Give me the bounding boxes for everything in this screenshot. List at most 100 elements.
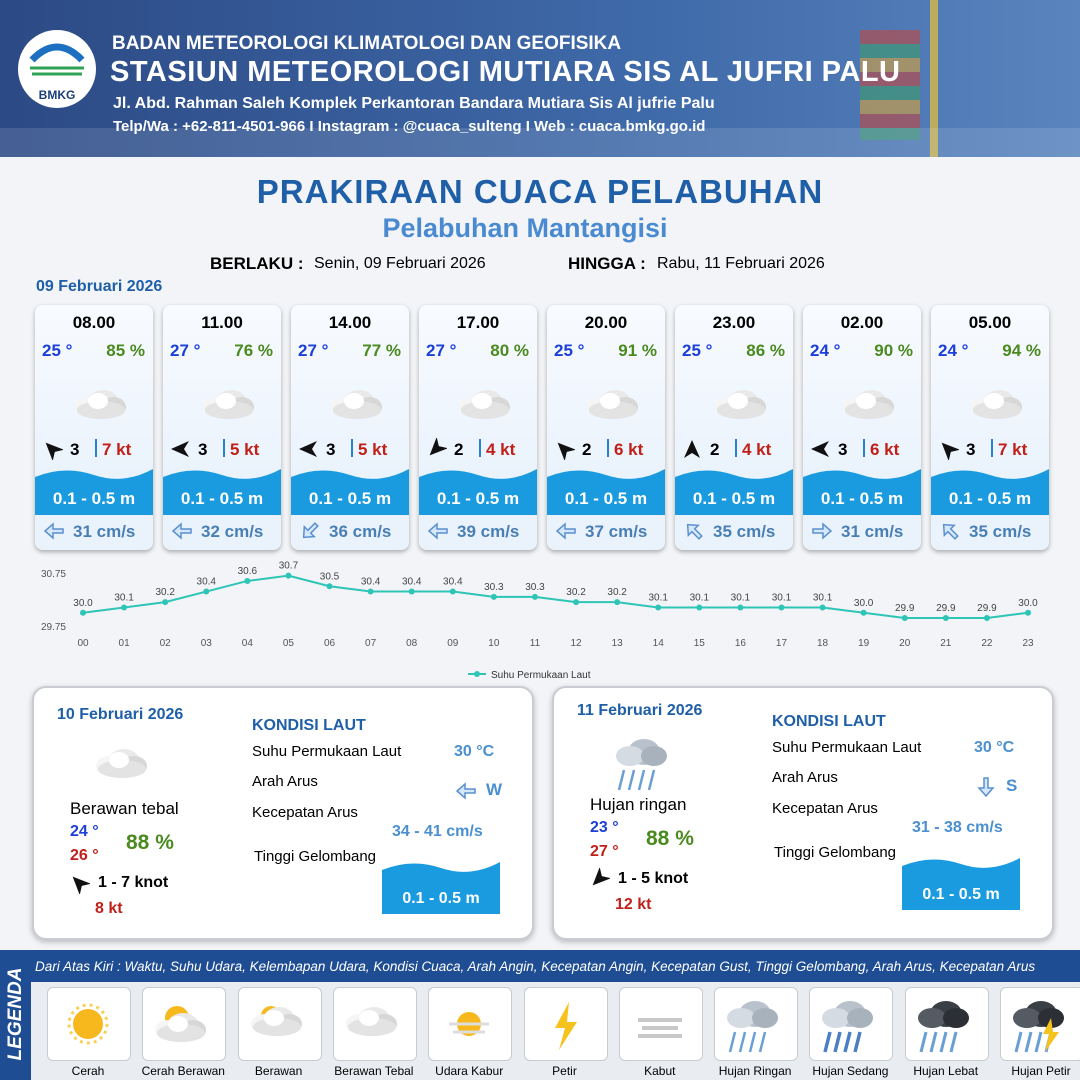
temperature: 25 ° bbox=[554, 341, 585, 360]
gust: 4 kt bbox=[486, 440, 516, 459]
separator bbox=[607, 439, 609, 457]
point bbox=[778, 604, 785, 611]
wave-height: 0.1 - 0.5 m bbox=[922, 886, 1000, 903]
legend-box bbox=[428, 987, 513, 1061]
weather-icon bbox=[331, 390, 382, 419]
wind-arrow bbox=[72, 876, 90, 894]
wind-speed: 2 bbox=[582, 440, 592, 459]
sea-title: KONDISI LAUT bbox=[772, 713, 886, 730]
x-tick-label: 02 bbox=[160, 638, 172, 649]
value-label: 30.0 bbox=[1018, 598, 1038, 609]
y-tick-label: 29.75 bbox=[41, 622, 66, 633]
weather-icon bbox=[843, 390, 894, 419]
wave bbox=[382, 862, 500, 914]
point bbox=[942, 615, 949, 622]
line bbox=[82, 574, 1029, 620]
current-arrow bbox=[977, 777, 995, 798]
wave-height: 0.1 - 0.5 m bbox=[948, 489, 1032, 508]
point bbox=[367, 588, 374, 595]
gust: 7 kt bbox=[998, 440, 1028, 459]
wind-arrow bbox=[684, 440, 700, 458]
address: Jl. Abd. Rahman Saleh Komplek Perkantora… bbox=[113, 95, 715, 112]
current-speed: 31 cm/s bbox=[841, 522, 904, 541]
legend-item: Hujan Sedang bbox=[812, 1064, 889, 1078]
temperature: 25 ° bbox=[42, 341, 73, 360]
forecast-card: 20.00 25 ° 91 % 2 6 kt 0.1 - 0.5 m 37 cm/s bbox=[547, 305, 665, 550]
legend-icon bbox=[250, 1006, 302, 1036]
value-label: 30.2 bbox=[607, 587, 627, 598]
header-floor bbox=[0, 128, 1080, 157]
current-speed: 35 cm/s bbox=[969, 522, 1032, 541]
weather: Hujan ringan bbox=[590, 795, 687, 814]
humidity: 90 % bbox=[874, 341, 913, 360]
value-label: 30.6 bbox=[238, 566, 258, 577]
date: 10 Februari 2026 bbox=[57, 706, 184, 723]
time: 08.00 bbox=[72, 313, 116, 332]
gust: 6 kt bbox=[614, 440, 644, 459]
from: Senin, 09 Februari 2026 bbox=[314, 255, 486, 272]
wave-height: 0.1 - 0.5 m bbox=[52, 489, 136, 508]
point bbox=[162, 599, 169, 606]
sst-chart: 29.75 30.75 30.0 00 30.1 01 30.2 02 30.4 03 30.6 04… bbox=[41, 561, 1038, 681]
temperature: 24 ° bbox=[810, 341, 841, 360]
time: 20.00 bbox=[584, 313, 628, 332]
value-label: 30.4 bbox=[443, 577, 463, 588]
wave-height: 0.1 - 0.5 m bbox=[564, 489, 648, 508]
current-arrow bbox=[302, 522, 319, 539]
current-arrow bbox=[171, 522, 192, 540]
value-label: 30.4 bbox=[361, 577, 381, 588]
weather-icon bbox=[971, 390, 1022, 419]
legend-description: Dari Atas Kiri : Waktu, Suhu Udara, Kele… bbox=[35, 959, 1036, 974]
current-speed: 37 cm/s bbox=[585, 522, 648, 541]
dir-label: Arah Arus bbox=[772, 769, 838, 786]
wind-speed: 2 bbox=[710, 440, 720, 459]
value-label: 30.4 bbox=[402, 577, 422, 588]
gust: 7 kt bbox=[102, 440, 132, 459]
wind: 1 - 7 knot bbox=[98, 874, 169, 891]
point bbox=[449, 588, 456, 595]
temp-min: 24 ° bbox=[70, 823, 99, 840]
humidity: 88 % bbox=[646, 827, 694, 850]
to-label: HINGGA : bbox=[568, 254, 646, 273]
current-speed: 39 cm/s bbox=[457, 522, 520, 541]
temperature: 24 ° bbox=[938, 341, 969, 360]
day1-date: 09 Februari 2026 bbox=[36, 278, 163, 295]
point bbox=[901, 615, 908, 622]
gust: 5 kt bbox=[358, 440, 388, 459]
legend-item: Cerah bbox=[71, 1064, 105, 1078]
separator bbox=[351, 439, 353, 457]
wave bbox=[163, 469, 281, 515]
day-panel: 10 Februari 2026 Berawan tebal 24 ° 26 ° 88 … bbox=[32, 686, 534, 940]
sst: 30 °C bbox=[974, 739, 1015, 756]
value-label: 30.2 bbox=[155, 587, 175, 598]
time: 05.00 bbox=[968, 313, 1012, 332]
x-tick-label: 12 bbox=[570, 638, 582, 649]
value-label: 29.9 bbox=[895, 603, 915, 614]
wave bbox=[931, 469, 1049, 515]
sea-title: KONDISI LAUT bbox=[252, 717, 366, 734]
humidity: 77 % bbox=[362, 341, 401, 360]
wave-height: 0.1 - 0.5 m bbox=[180, 489, 264, 508]
legend-desc-bg bbox=[31, 950, 1080, 982]
contact: Telp/Wa : +62-811-4501-966 I Instagram :… bbox=[113, 118, 706, 135]
separator bbox=[223, 439, 225, 457]
value-label: 29.9 bbox=[977, 603, 997, 614]
value-label: 30.1 bbox=[772, 592, 792, 603]
wind-speed: 3 bbox=[838, 440, 848, 459]
wave bbox=[902, 858, 1020, 910]
separator bbox=[95, 439, 97, 457]
x-tick-label: 01 bbox=[119, 638, 131, 649]
x-tick-label: 15 bbox=[694, 638, 706, 649]
separator bbox=[735, 439, 737, 457]
x-tick-label: 09 bbox=[447, 638, 459, 649]
value-label: 30.5 bbox=[320, 571, 340, 582]
current-arrow bbox=[43, 522, 64, 540]
gust: 5 kt bbox=[230, 440, 260, 459]
gust: 6 kt bbox=[870, 440, 900, 459]
dir: S bbox=[1006, 776, 1018, 795]
current-arrow bbox=[686, 523, 703, 540]
subtitle: Pelabuhan Mantangisi bbox=[382, 213, 668, 243]
value-label: 30.3 bbox=[525, 582, 545, 593]
legend-icon bbox=[1013, 1001, 1064, 1053]
time: 02.00 bbox=[840, 313, 884, 332]
